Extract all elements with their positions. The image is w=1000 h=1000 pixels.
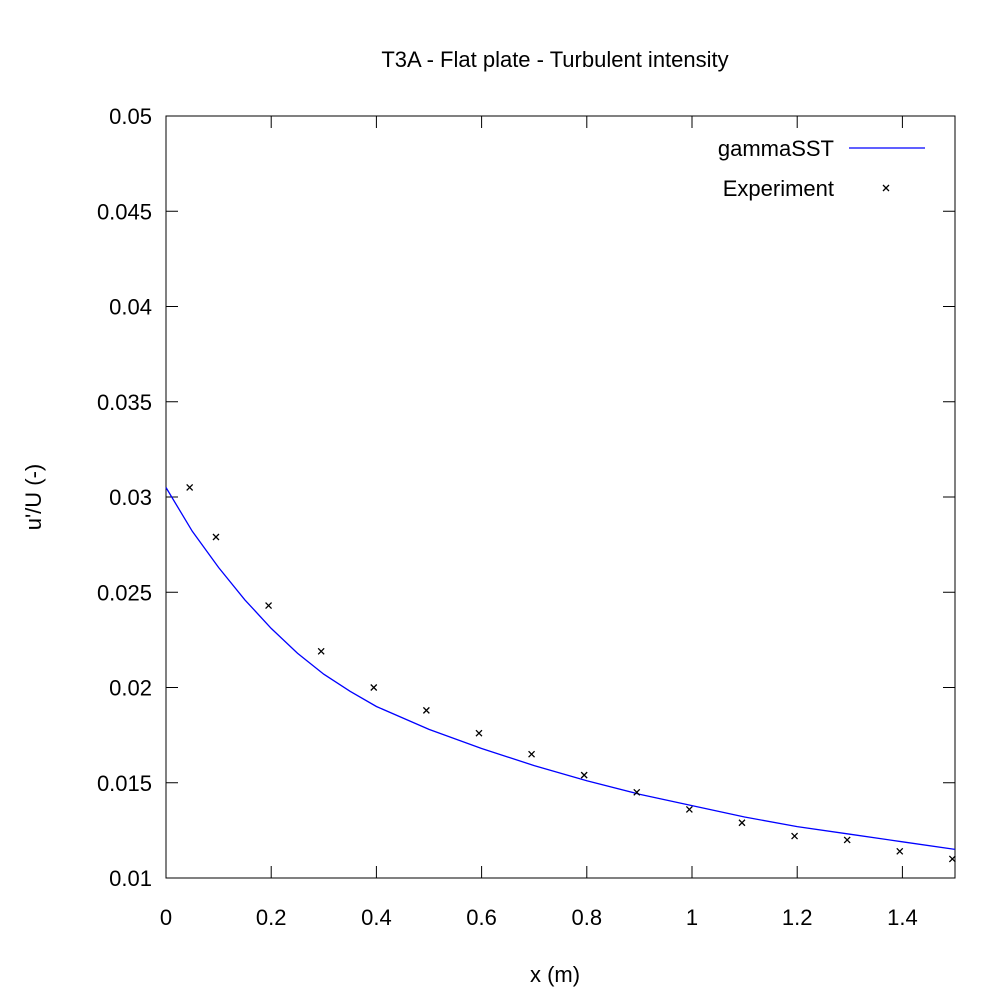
data-point-Experiment bbox=[317, 647, 325, 655]
y-tick-label: 0.035 bbox=[97, 390, 152, 415]
legend-label: gammaSST bbox=[718, 136, 834, 161]
data-point-Experiment bbox=[948, 855, 956, 863]
x-tick-label: 0.2 bbox=[256, 905, 287, 930]
x-tick-label: 1.2 bbox=[782, 905, 813, 930]
data-point-Experiment bbox=[528, 750, 536, 758]
data-point-Experiment bbox=[843, 836, 851, 844]
x-tick-label: 1.4 bbox=[887, 905, 918, 930]
x-axis: 0 0.2 0.4 0.6 0.8 1 1.2 1.4 bbox=[160, 116, 918, 930]
x-tick-label: 0.4 bbox=[361, 905, 392, 930]
y-tick-label: 0.01 bbox=[109, 866, 152, 891]
y-tick-label: 0.04 bbox=[109, 295, 152, 320]
x-tick-label: 0 bbox=[160, 905, 172, 930]
y-tick-label: 0.015 bbox=[97, 771, 152, 796]
legend-label: Experiment bbox=[723, 176, 834, 201]
legend-swatch-marker bbox=[882, 184, 890, 192]
data-point-Experiment bbox=[186, 484, 194, 491]
series-layer bbox=[165, 484, 956, 863]
data-point-Experiment bbox=[580, 771, 588, 779]
data-point-Experiment bbox=[370, 684, 378, 691]
y-axis-label: u'/U (-) bbox=[21, 464, 46, 531]
data-point-Experiment bbox=[738, 819, 746, 827]
data-point-Experiment bbox=[475, 729, 483, 737]
data-point-Experiment bbox=[212, 533, 220, 541]
chart-title: T3A - Flat plate - Turbulent intensity bbox=[381, 47, 728, 72]
data-point-Experiment bbox=[685, 805, 693, 813]
data-point-Experiment bbox=[896, 847, 904, 855]
x-axis-label: x (m) bbox=[530, 962, 580, 987]
y-tick-label: 0.03 bbox=[109, 485, 152, 510]
y-tick-label: 0.02 bbox=[109, 676, 152, 701]
data-point-Experiment bbox=[422, 706, 430, 714]
y-tick-label: 0.05 bbox=[109, 104, 152, 129]
legend: gammaSST Experiment bbox=[718, 136, 925, 201]
x-tick-label: 0.8 bbox=[572, 905, 603, 930]
y-axis: 0.01 0.015 0.02 0.025 0.03 0.035 0.04 0.045 0.05 bbox=[97, 104, 955, 891]
data-point-Experiment bbox=[265, 602, 273, 610]
data-point-Experiment bbox=[791, 832, 799, 840]
y-tick-label: 0.025 bbox=[97, 580, 152, 605]
x-tick-label: 0.6 bbox=[466, 905, 497, 930]
plot-area-frame bbox=[165, 115, 956, 879]
y-tick-label: 0.045 bbox=[97, 199, 152, 224]
x-tick-label: 1 bbox=[686, 905, 698, 930]
series-line-gammaSST bbox=[165, 487, 956, 851]
data-point-Experiment bbox=[633, 788, 641, 796]
